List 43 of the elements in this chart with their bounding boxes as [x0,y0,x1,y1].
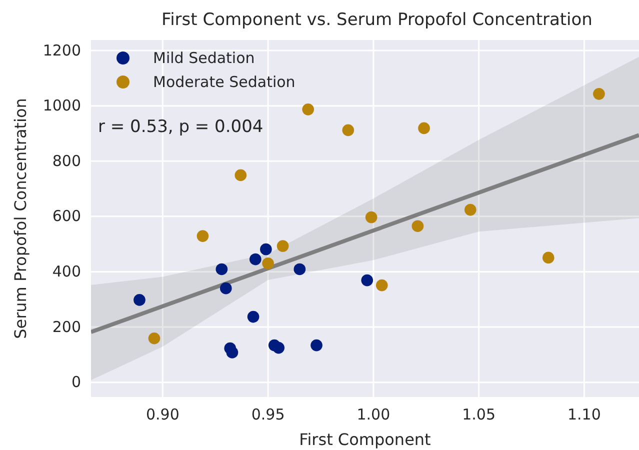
point [376,279,388,292]
x-tick-label: 1.00 [356,406,390,424]
point [148,332,160,344]
x-tick-label: 0.90 [146,406,180,424]
y-axis-title: Serum Propofol Concentration [11,98,30,339]
point [134,294,146,306]
point [249,253,262,266]
x-tick-label: 1.05 [462,406,496,424]
x-axis-title: First Component [299,430,431,449]
y-tick-label: 1200 [42,41,81,60]
x-tick-label: 1.10 [567,406,601,424]
point [247,310,260,323]
point [412,220,424,232]
point [593,88,605,100]
point [226,346,238,358]
point [262,258,274,270]
legend-label: Moderate Sedation [153,73,296,91]
x-tick-label: 0.95 [251,406,285,424]
point [196,230,209,242]
point [276,240,289,252]
y-tick-label: 800 [52,152,81,170]
point [542,252,554,264]
point [342,124,354,136]
chart-title: First Component vs. Serum Propofol Concentration [162,10,592,30]
point [294,263,306,276]
point [234,169,247,182]
y-tick-label: 1000 [42,96,81,115]
point [216,263,228,276]
point [464,204,476,216]
point [310,339,322,352]
point [418,122,430,134]
annotation: r = 0.53, p = 0.004 [98,117,264,137]
point [260,243,272,256]
point [220,282,232,294]
point [272,342,284,354]
legend-label: Mild Sedation [153,49,255,67]
y-tick-label: 600 [52,207,81,226]
point [361,274,374,286]
y-tick-label: 200 [52,318,81,336]
y-tick-label: 0 [71,373,81,392]
point [365,211,378,224]
point [302,104,314,116]
y-tick-label: 400 [52,262,81,281]
